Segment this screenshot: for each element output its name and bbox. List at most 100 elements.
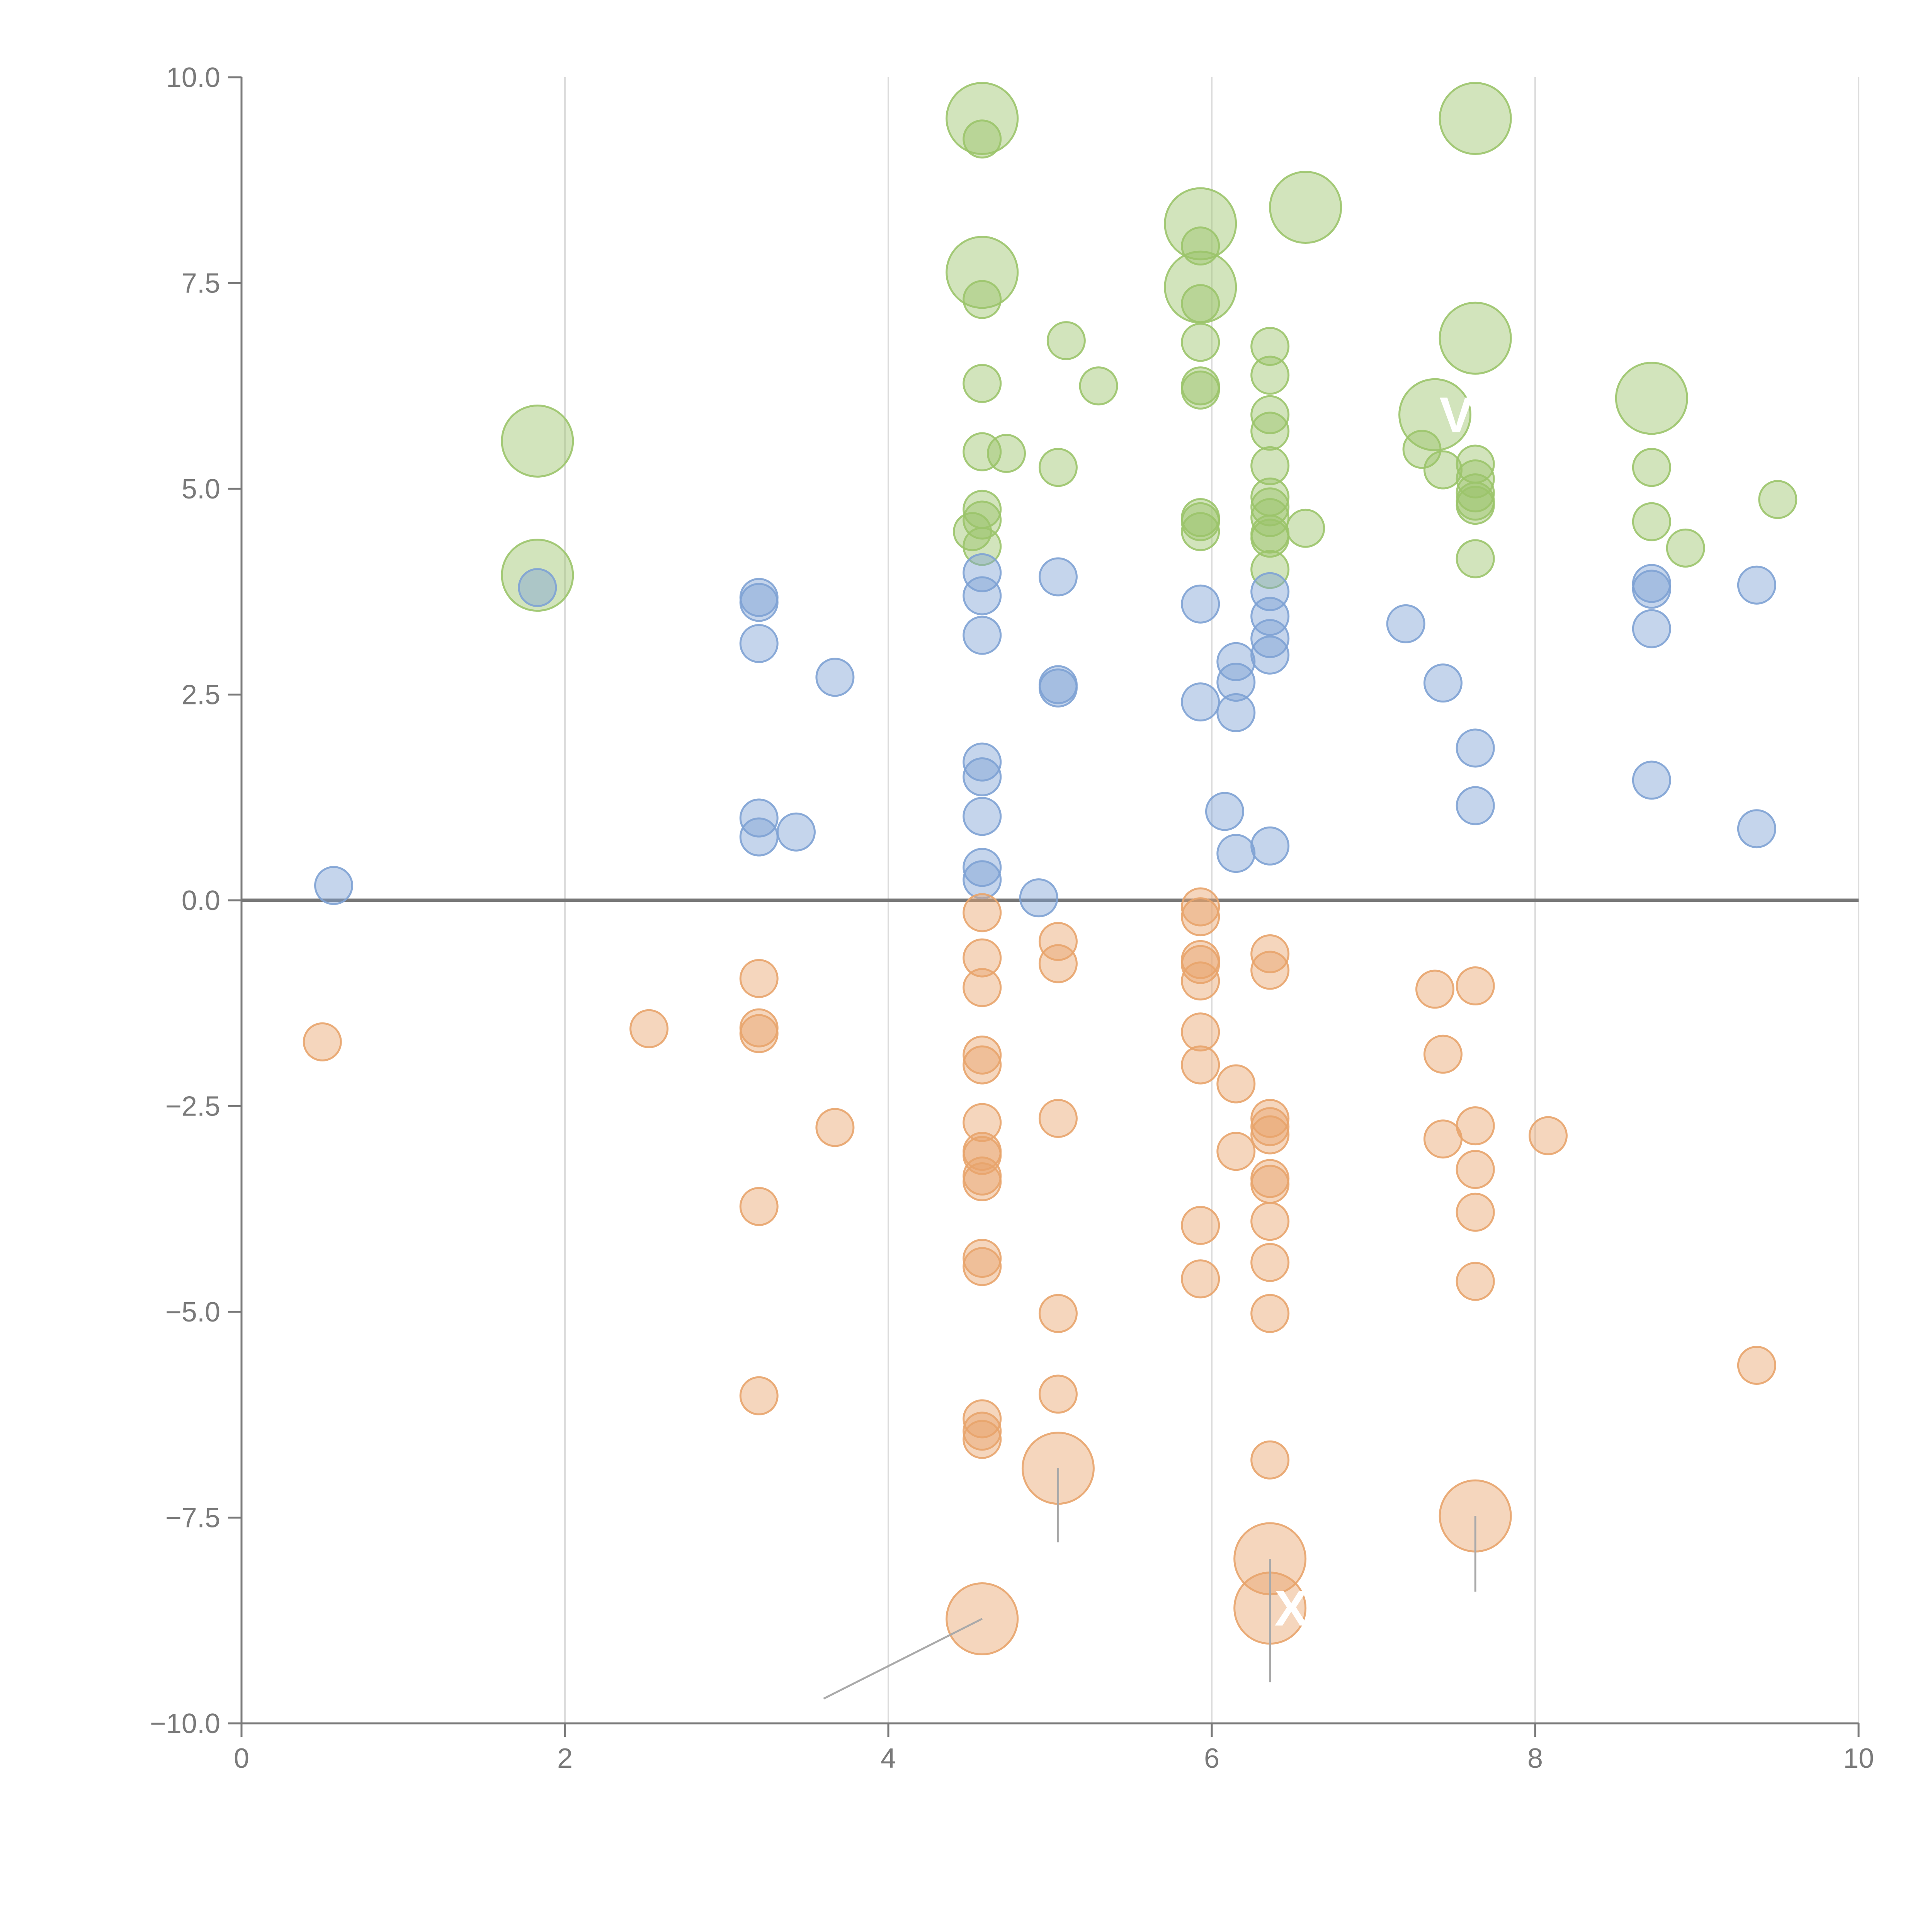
blue-point	[1250, 597, 1290, 636]
orange-point	[963, 968, 1002, 1007]
blue-point	[1216, 663, 1256, 702]
blue-point	[1632, 609, 1671, 648]
orange-point	[1423, 1034, 1463, 1074]
green-point	[987, 434, 1026, 473]
blue-point	[1038, 668, 1078, 707]
blue-point	[739, 817, 779, 857]
orange-point	[963, 893, 1002, 932]
green-point-large	[1439, 301, 1512, 375]
orange-point	[1181, 887, 1220, 927]
x-tick-label: 2	[557, 1743, 573, 1774]
orange-point	[629, 1009, 669, 1048]
blue-point	[518, 568, 557, 607]
bubble-annotation: X	[1274, 1580, 1308, 1636]
orange-point	[1456, 1150, 1495, 1189]
green-point	[1181, 370, 1220, 410]
blue-point	[963, 616, 1002, 655]
orange-point	[1250, 1243, 1290, 1282]
green-point	[1181, 323, 1220, 362]
orange-point	[963, 1412, 1002, 1451]
orange-point	[1250, 1115, 1290, 1155]
orange-point	[1038, 944, 1078, 983]
orange-point	[1456, 1192, 1495, 1232]
orange-point	[1250, 1165, 1290, 1204]
blue-point	[1250, 635, 1290, 675]
y-tick-label: 10.0	[166, 62, 220, 93]
orange-point	[1250, 1107, 1290, 1146]
green-point	[1758, 480, 1798, 519]
x-tick-label: 6	[1204, 1743, 1219, 1774]
orange-point	[1415, 969, 1455, 1009]
data-points	[303, 82, 1798, 1655]
blue-point	[1181, 584, 1220, 624]
blue-point	[963, 848, 1002, 887]
blue-point	[1632, 570, 1671, 609]
orange-point	[1181, 961, 1220, 1001]
blue-point	[1423, 663, 1463, 703]
orange-point	[963, 1035, 1002, 1075]
orange-point	[1528, 1116, 1568, 1155]
leader-line	[823, 1618, 983, 1700]
orange-point	[1181, 1259, 1220, 1299]
orange-point	[1250, 934, 1290, 973]
orange-point	[1456, 1262, 1495, 1301]
blue-point	[963, 553, 1002, 592]
orange-point	[1038, 1374, 1078, 1414]
green-point	[1423, 450, 1463, 490]
x-tick-label: 10	[1843, 1743, 1874, 1774]
green-point	[1456, 473, 1495, 513]
orange-point	[739, 959, 779, 998]
y-tick-label: 0.0	[182, 885, 220, 916]
blue-point	[1216, 693, 1256, 732]
green-point	[1250, 487, 1290, 527]
orange-point	[815, 1108, 855, 1147]
orange-point	[1737, 1345, 1776, 1385]
green-point-large	[1269, 171, 1342, 244]
green-point	[1181, 512, 1220, 551]
green-point-large	[946, 236, 1019, 309]
orange-point	[963, 1162, 1002, 1201]
orange-point	[1250, 951, 1290, 990]
blue-point	[1019, 878, 1058, 918]
green-point-large	[1398, 378, 1472, 451]
green-point	[1250, 355, 1290, 395]
green-point	[1250, 498, 1290, 537]
blue-point	[1181, 682, 1220, 722]
orange-point	[1456, 966, 1495, 1006]
blue-point	[1456, 728, 1495, 768]
blue-point	[963, 860, 1002, 900]
green-point-large	[501, 404, 574, 478]
orange-point	[739, 1376, 779, 1415]
orange-point	[1181, 1206, 1220, 1245]
green-point	[1456, 486, 1495, 525]
orange-point	[1456, 1106, 1495, 1146]
orange-point	[963, 1247, 1002, 1286]
y-tick-label: −10.0	[150, 1708, 220, 1739]
green-point	[1250, 412, 1290, 451]
annotations: XV	[823, 386, 1476, 1700]
green-point	[1181, 502, 1220, 541]
green-point	[963, 364, 1002, 403]
blue-point	[1205, 792, 1244, 831]
y-tick-label: −2.5	[165, 1091, 220, 1122]
green-point	[1250, 446, 1290, 485]
x-tick-label: 4	[881, 1743, 896, 1774]
green-point	[963, 119, 1002, 159]
blue-point	[1250, 826, 1290, 866]
green-point	[1181, 226, 1220, 266]
blue-point	[1386, 604, 1425, 643]
orange-point	[1250, 1440, 1290, 1480]
orange-point	[1181, 945, 1220, 984]
orange-point	[1038, 1099, 1078, 1138]
blue-point	[739, 583, 779, 622]
blue-point	[963, 797, 1002, 836]
green-point	[1632, 502, 1671, 541]
bubble-annotation: V	[1439, 386, 1473, 443]
orange-point	[963, 1045, 1002, 1085]
green-point	[1250, 550, 1290, 589]
orange-point	[739, 1014, 779, 1053]
y-tick-label: 2.5	[182, 680, 220, 711]
blue-point	[815, 658, 855, 697]
green-point	[1046, 321, 1086, 361]
